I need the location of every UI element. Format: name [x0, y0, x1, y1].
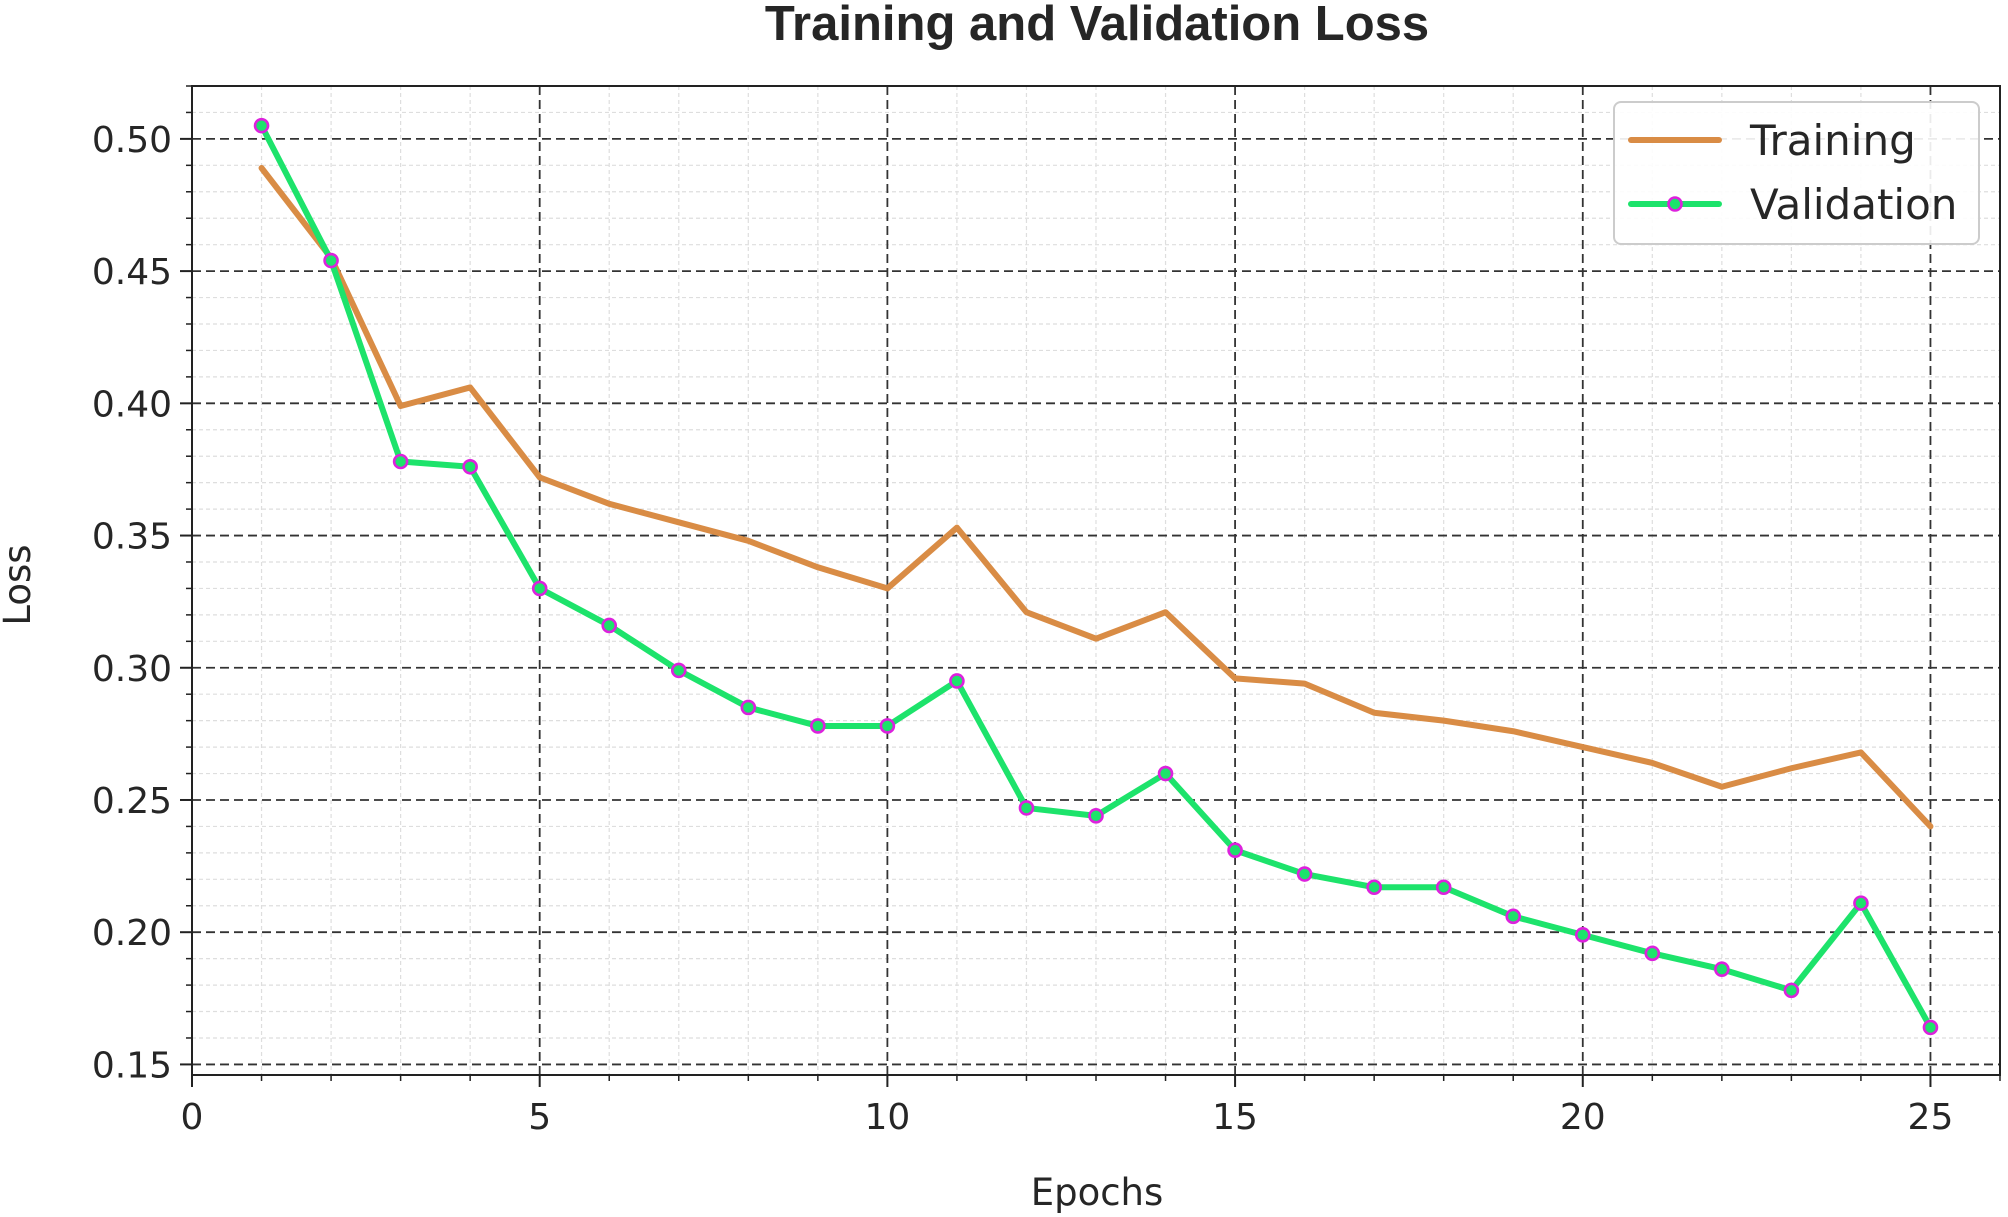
data-point-validation: [1018, 800, 1035, 816]
data-point-validation: [1227, 842, 1243, 859]
data-point-validation: [1157, 765, 1174, 782]
x-tick-label: 20: [1560, 1097, 1606, 1138]
y-tick-label: 0.50: [92, 120, 172, 161]
y-tick-label: 0.30: [92, 649, 172, 690]
x-axis-label: Epochs: [1031, 1171, 1164, 1214]
y-tick-label: 0.35: [92, 517, 172, 558]
legend-label-training: Training: [1749, 116, 1916, 165]
data-point-validation: [1574, 927, 1591, 943]
data-point-validation: [949, 673, 965, 689]
legend-label-validation: Validation: [1750, 180, 1957, 229]
data-point-validation: [1366, 879, 1382, 896]
y-tick-label: 0.40: [92, 384, 172, 425]
ticks-layer: [180, 85, 2001, 1087]
data-point-validation: [1435, 879, 1452, 896]
x-tick-label: 0: [181, 1097, 204, 1138]
data-point-validation: [1088, 808, 1104, 824]
data-point-validation: [601, 617, 618, 634]
x-tick-label: 15: [1212, 1097, 1258, 1138]
y-tick-label: 0.45: [92, 252, 172, 293]
chart-title: Training and Validation Loss: [765, 0, 1429, 51]
data-point-validation: [531, 580, 548, 597]
legend: Training Validation: [1613, 101, 1980, 245]
data-point-validation: [1296, 866, 1313, 882]
y-tick-label: 0.25: [92, 781, 172, 822]
legend-marker-validation: [1667, 196, 1683, 212]
y-axis-label: Loss: [0, 544, 39, 625]
tick-labels: 0 5 10 15 20 25 0.15 0.20 0.25 0.30 0.35 0.40 0.45 0.…: [92, 120, 1954, 1138]
y-tick-label: 0.20: [92, 913, 172, 954]
data-point-validation: [392, 453, 409, 470]
data-point-validation: [1922, 1019, 1939, 1036]
data-point-validation: [1714, 961, 1730, 978]
data-point-validation: [1505, 908, 1522, 925]
x-tick-label: 5: [528, 1097, 551, 1138]
data-point-validation: [1853, 895, 1869, 911]
data-point-validation: [740, 699, 757, 716]
data-point-validation: [462, 458, 478, 475]
series-layer: [253, 117, 1939, 1036]
x-tick-label: 25: [1908, 1097, 1954, 1138]
series-line-training: [258, 164, 1934, 830]
data-point-validation: [670, 662, 687, 679]
y-tick-label: 0.15: [92, 1045, 172, 1086]
x-tick-label: 10: [864, 1097, 910, 1138]
data-point-validation: [879, 718, 896, 734]
data-point-validation: [323, 252, 339, 269]
data-point-validation: [1783, 982, 1800, 999]
data-point-validation: [810, 718, 826, 734]
data-point-validation: [253, 117, 270, 134]
data-point-validation: [1644, 945, 1661, 962]
